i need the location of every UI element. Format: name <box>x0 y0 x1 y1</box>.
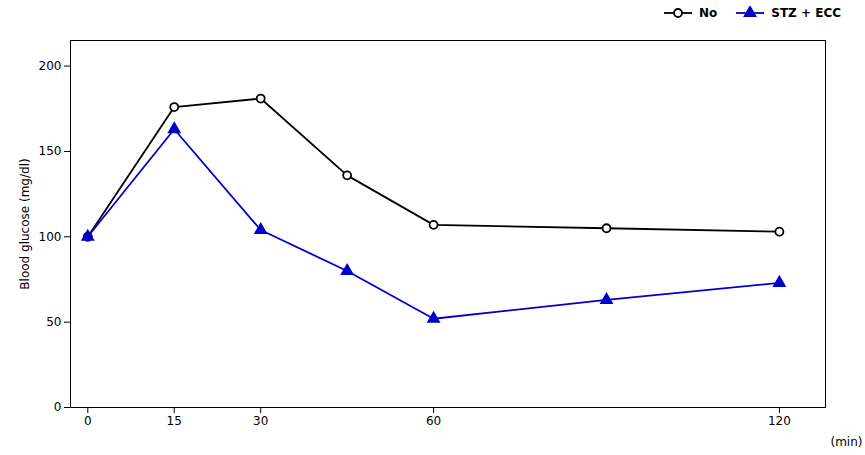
html-text:No: No <box>699 6 718 20</box>
svg-text:120: 120 <box>768 414 791 428</box>
svg-text:30: 30 <box>253 414 268 428</box>
svg-text:50: 50 <box>46 315 61 329</box>
svg-text:100: 100 <box>39 230 62 244</box>
svg-text:Blood glucose (mg/dl): Blood glucose (mg/dl) <box>18 158 32 289</box>
svg-text:60: 60 <box>426 414 441 428</box>
html-text:STZ + ECC: STZ + ECC <box>771 6 841 20</box>
svg-text:0: 0 <box>54 400 62 414</box>
svg-text:150: 150 <box>39 144 62 158</box>
svg-text:(min): (min) <box>831 435 863 449</box>
svg-text:0: 0 <box>84 414 92 428</box>
svg-text:15: 15 <box>167 414 182 428</box>
svg-text:200: 200 <box>39 59 62 73</box>
